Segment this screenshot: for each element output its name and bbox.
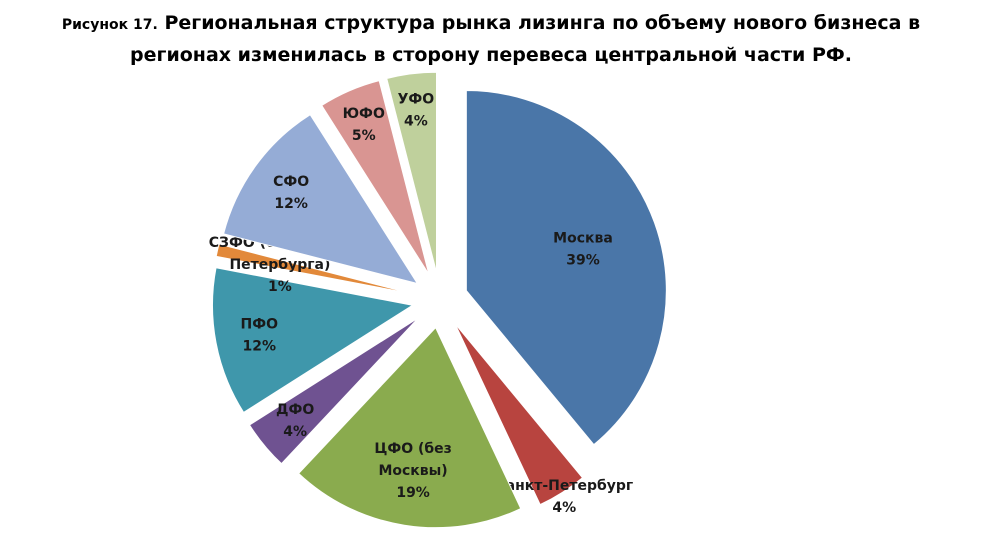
slice-label-9: УФО 4% [398,92,435,130]
pie-slice-3 [298,326,522,529]
pie-slice-5 [212,267,414,414]
pie-slice-6 [215,243,413,295]
slice-label-5: ПФО 12% [241,316,279,354]
pie-slice-8 [321,79,430,275]
slice-label-8: ЮФО 5% [343,106,385,144]
pie-slice-4 [248,317,419,465]
slice-label-2: Санкт-Петербург 4% [495,478,633,516]
title-line-1: Региональная структура рынка лизинга по … [164,12,921,34]
slice-label-7: СФО 12% [273,174,309,212]
slice-label-4: ДФО 4% [276,402,314,440]
pie-slice-9 [386,71,437,273]
slice-label-3: ЦФО (без Москвы) 19% [374,441,451,501]
title-line-2: регионах изменилась в сторону перевеса ц… [130,44,852,66]
figure-prefix: Рисунок 17. [61,17,158,33]
pie-slice-7 [223,113,419,285]
pie-slice-1 [465,90,667,446]
chart-title: Рисунок 17. Региональная структура рынка… [0,8,982,70]
pie-slice-2 [454,323,584,506]
slice-label-1: Москва 39% [553,231,613,269]
